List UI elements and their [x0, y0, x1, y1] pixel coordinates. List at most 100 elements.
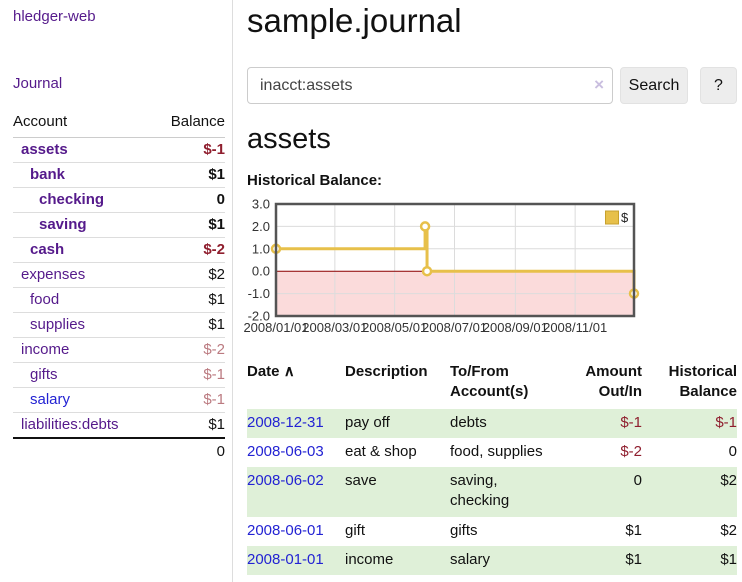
sort-asc-icon: ∧	[283, 363, 295, 380]
transaction-balance: $2	[720, 472, 737, 489]
transaction-description: pay off	[345, 413, 390, 431]
transaction-amount: $-2	[620, 442, 642, 460]
sidebar-account-link-checking[interactable]: checking	[39, 191, 105, 208]
transaction-balance: 0	[728, 442, 737, 460]
sidebar-account-link-liabilities-debts[interactable]: liabilities:debts	[21, 416, 119, 433]
account-balance: $-2	[153, 237, 225, 263]
app-title-link[interactable]: hledger-web	[13, 8, 96, 25]
accounts-table: Account Balance assets $-1 bank $1 checking 0…	[13, 113, 225, 464]
svg-text:2008/01/01: 2008/01/01	[243, 320, 308, 335]
account-row: supplies $1	[13, 312, 225, 338]
transaction-amount: $1	[625, 521, 642, 539]
account-balance: $1	[153, 312, 225, 338]
sidebar-account-link-supplies[interactable]: supplies	[30, 316, 86, 333]
chart-title: Historical Balance:	[247, 172, 383, 189]
transaction-accounts: debts	[450, 413, 487, 431]
account-balance: $-1	[153, 362, 225, 388]
sidebar-account-link-cash[interactable]: cash	[30, 241, 65, 258]
register-header-accounts: To/From Account(s)	[450, 363, 529, 401]
sidebar-account-link-income[interactable]: income	[21, 341, 70, 358]
register-table-body: 2008-12-31 pay off debts $-1 $-1 2008-06-03 ea…	[247, 408, 737, 575]
account-balance: $1	[153, 162, 225, 188]
accounts-header-account: Account	[13, 113, 154, 138]
account-balance: $-2	[153, 337, 225, 363]
svg-text:2.0: 2.0	[252, 219, 270, 234]
account-balance: $1	[153, 412, 225, 438]
sidebar-account-link-food[interactable]: food	[30, 291, 60, 308]
transaction-row: 2008-01-01 income salary $1 $1	[247, 545, 737, 575]
account-title: assets	[247, 123, 331, 155]
transaction-description: save	[345, 472, 377, 489]
search-input[interactable]	[247, 67, 613, 104]
account-row: salary $-1	[13, 387, 225, 413]
account-row: bank $1	[13, 162, 225, 188]
account-row: cash $-2	[13, 237, 225, 263]
transaction-balance: $-1	[715, 413, 737, 431]
transaction-date-link[interactable]: 2008-01-01	[247, 550, 324, 568]
register-header-date[interactable]: Date ∧	[247, 363, 295, 380]
accounts-total-spacer	[13, 437, 154, 464]
transaction-date-link[interactable]: 2008-06-03	[247, 442, 324, 460]
clear-search-icon[interactable]: ×	[594, 75, 604, 94]
svg-text:2008/09/01: 2008/09/01	[483, 320, 548, 335]
sidebar-account-link-saving[interactable]: saving	[39, 216, 87, 233]
transaction-accounts: food, supplies	[450, 442, 543, 460]
account-balance: $-1	[153, 387, 225, 413]
register-header-amount: Amount Out/In	[585, 363, 642, 401]
page-title: sample.journal	[247, 2, 462, 39]
account-balance: $-1	[203, 141, 225, 158]
accounts-total-value: 0	[153, 437, 225, 464]
register-header-balance: Historical Balance	[668, 363, 737, 401]
svg-text:1.0: 1.0	[252, 241, 270, 256]
sidebar-account-link-salary[interactable]: salary	[30, 391, 71, 408]
main-content: sample.journal × Search ? assets Histori…	[233, 0, 742, 575]
transaction-date-link[interactable]: 2008-06-01	[247, 521, 324, 539]
account-balance: $1	[153, 287, 225, 313]
register-header-row: Date ∧ Description To/From Account(s) Am…	[247, 359, 737, 409]
transaction-row: 2008-06-02 save saving, checking 0 $2	[247, 467, 737, 517]
transaction-balance: $1	[720, 550, 737, 568]
account-row: income $-2	[13, 337, 225, 363]
svg-text:2008/07/01: 2008/07/01	[422, 320, 487, 335]
account-row: gifts $-1	[13, 362, 225, 388]
transaction-date-link[interactable]: 2008-12-31	[247, 413, 324, 431]
transaction-amount: $1	[625, 550, 642, 568]
search-form: × Search ?	[247, 67, 737, 104]
svg-text:-2.0: -2.0	[248, 309, 270, 324]
svg-text:$: $	[621, 210, 629, 225]
account-balance: $1	[153, 212, 225, 238]
account-row: saving $1	[13, 212, 225, 238]
register-header-description: Description	[345, 363, 428, 380]
balance-chart-svg: $3.0 2.0 1.0 0.0 -1.0 -2.02008/01/012008/03/0…	[243, 197, 640, 335]
help-button[interactable]: ?	[700, 67, 737, 104]
account-balance: 0	[153, 187, 225, 213]
account-balance: $2	[153, 262, 225, 288]
transaction-description: gift	[345, 521, 366, 539]
transaction-date-link[interactable]: 2008-06-02	[247, 472, 324, 489]
search-button[interactable]: Search	[620, 67, 688, 104]
accounts-table-body: assets $-1 bank $1 checking 0 saving $1 cash $-2 e…	[13, 138, 225, 438]
account-row: food $1	[13, 287, 225, 313]
transaction-accounts: saving, checking	[450, 472, 510, 510]
transaction-amount: $-1	[620, 413, 642, 431]
svg-text:-1.0: -1.0	[248, 286, 270, 301]
account-row: liabilities:debts $1	[13, 412, 225, 438]
transaction-row: 2008-06-01 gift gifts $1 $2	[247, 517, 737, 546]
svg-text:3.0: 3.0	[252, 197, 270, 212]
transaction-accounts: gifts	[450, 521, 478, 539]
sidebar: hledger-web Journal Account Balance asse…	[0, 0, 233, 582]
transaction-description: income	[345, 550, 394, 568]
sidebar-item-journal[interactable]: Journal	[13, 75, 63, 92]
account-row: expenses $2	[13, 262, 225, 288]
sidebar-account-link-expenses[interactable]: expenses	[21, 266, 86, 283]
sidebar-account-link-bank[interactable]: bank	[30, 166, 66, 183]
transaction-row: 2008-12-31 pay off debts $-1 $-1	[247, 408, 737, 438]
sidebar-account-link-assets[interactable]: assets	[21, 141, 68, 158]
svg-text:0.0: 0.0	[252, 264, 270, 279]
transaction-accounts: salary	[450, 550, 491, 568]
transaction-balance: $2	[720, 521, 737, 539]
transaction-amount: 0	[633, 472, 642, 489]
sidebar-account-link-gifts[interactable]: gifts	[30, 366, 58, 383]
register-table: Date ∧ Description To/From Account(s) Am…	[247, 359, 737, 575]
account-row: assets $-1	[13, 138, 225, 163]
